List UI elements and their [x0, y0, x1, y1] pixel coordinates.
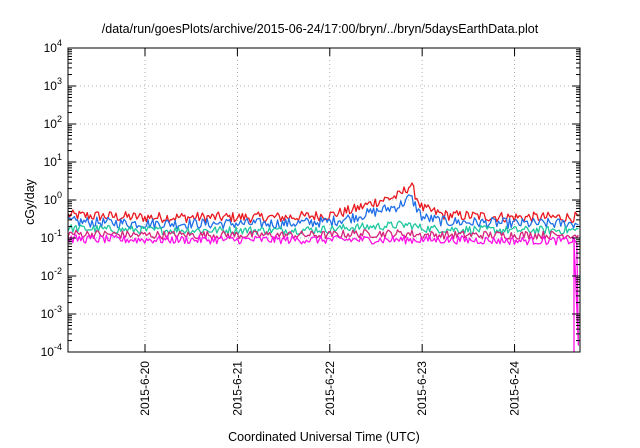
grid: [68, 48, 580, 352]
chart-title: /data/run/goesPlots/archive/2015-06-24/1…: [101, 22, 539, 36]
series-line: [67, 182, 579, 224]
x-tick-label: 2015-6-20: [138, 361, 152, 416]
axis-ticks: 10-4 10-3 10-2 10-1 100 101 102 103 104 2015-6-20…: [41, 38, 580, 416]
x-tick-label: 2015-6-23: [415, 361, 429, 416]
y-tick-label: 10-3: [41, 304, 62, 321]
y-tick-label: 103: [44, 76, 62, 93]
series-line: [67, 234, 580, 352]
y-tick-label: 101: [44, 152, 62, 169]
x-tick-label: 2015-6-21: [230, 361, 244, 416]
y-tick-label: 10-2: [41, 266, 62, 283]
y-tick-label: 10-4: [41, 342, 62, 359]
y-tick-label: 102: [44, 114, 62, 131]
x-tick-label: 2015-6-22: [323, 361, 337, 416]
series-group: [67, 182, 580, 352]
y-tick-label: 104: [44, 38, 62, 55]
x-axis-label: Coordinated Universal Time (UTC): [228, 430, 420, 444]
series-line: [67, 194, 579, 230]
y-tick-label: 10-1: [41, 228, 62, 245]
x-tick-label: 2015-6-24: [508, 361, 522, 416]
y-tick-label: 100: [44, 190, 62, 207]
series-line: [67, 220, 579, 236]
